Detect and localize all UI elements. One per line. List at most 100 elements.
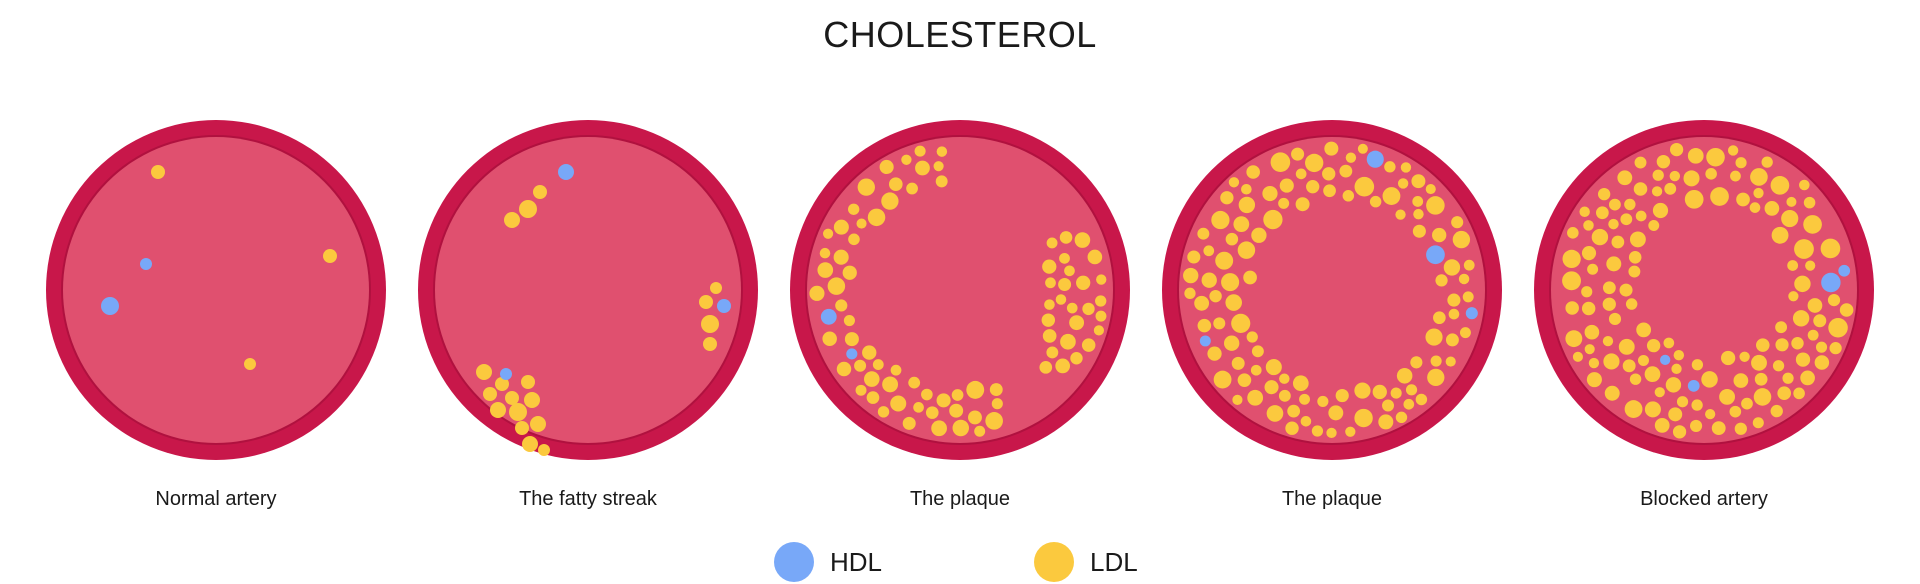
ldl-particle <box>1761 156 1773 168</box>
ldl-particle <box>1635 210 1647 222</box>
ldl-particle <box>1654 418 1670 433</box>
ldl-particle <box>1739 351 1750 362</box>
ldl-particle <box>1055 294 1067 305</box>
ldl-particle <box>1425 184 1436 195</box>
artery-cross-section <box>1534 120 1874 460</box>
ldl-particle <box>1619 283 1633 297</box>
ldl-particle <box>1665 377 1682 393</box>
ldl-particle <box>1397 178 1409 189</box>
ldl-particle <box>1201 272 1217 288</box>
ldl-particle <box>901 154 912 165</box>
ldl-particle <box>1203 245 1215 257</box>
ldl-particle <box>519 200 537 218</box>
ldl-particle <box>1064 265 1075 277</box>
ldl-particle <box>906 182 918 195</box>
ldl-particle <box>935 175 948 188</box>
ldl-particle <box>879 159 894 175</box>
ldl-particle <box>1213 370 1232 389</box>
ldl-particle <box>1069 315 1085 331</box>
ldl-particle <box>925 406 939 419</box>
ldl-particle <box>1095 310 1107 322</box>
artery-cross-section <box>46 120 386 460</box>
ldl-particle <box>1458 273 1470 285</box>
legend-ldl: LDL <box>1034 542 1138 582</box>
ldl-particle <box>1720 350 1736 366</box>
ldl-particle <box>1427 368 1445 387</box>
ldl-particle <box>1803 196 1816 209</box>
ldl-particle <box>1279 178 1294 193</box>
ldl-particle <box>323 249 337 263</box>
ldl-particle <box>1805 260 1816 271</box>
artery-lumen <box>63 137 369 443</box>
ldl-particle <box>1324 141 1339 156</box>
ldl-particle <box>1046 237 1058 249</box>
ldl-particle <box>1706 147 1725 167</box>
ldl-particle <box>1445 333 1459 347</box>
ldl-particle <box>1462 291 1474 303</box>
ldl-particle <box>991 398 1003 410</box>
hdl-particle <box>846 348 858 360</box>
ldl-particle <box>888 177 903 192</box>
ldl-particle <box>1729 405 1742 418</box>
ldl-particle <box>1652 202 1669 219</box>
ldl-particle <box>1788 291 1799 302</box>
ldl-particle <box>1815 341 1828 353</box>
ldl-particle <box>1070 352 1083 365</box>
ldl-particle <box>1581 246 1597 261</box>
ldl-particle <box>1221 273 1240 292</box>
ldl-particle <box>1750 168 1768 186</box>
ldl-particle <box>1247 389 1264 406</box>
ldl-particle <box>1445 356 1456 367</box>
ldl-particle <box>1278 389 1291 402</box>
ldl-particle <box>1562 249 1581 269</box>
ldl-particle <box>1756 338 1770 352</box>
ldl-particle <box>1671 363 1682 374</box>
ldl-particle <box>1246 331 1258 343</box>
ldl-particle <box>1058 278 1072 291</box>
ldl-particle <box>1624 400 1643 418</box>
ldl-particle <box>1622 359 1636 373</box>
ldl-particle <box>1213 317 1226 330</box>
ldl-particle <box>1800 370 1815 386</box>
hdl-particle <box>717 299 731 313</box>
ldl-particle <box>710 282 722 294</box>
ldl-particle <box>1794 275 1811 293</box>
stage-label-plaque-advanced: The plaque <box>1281 488 1383 510</box>
ldl-particle <box>952 419 970 437</box>
ldl-particle <box>949 403 964 418</box>
ldl-particle <box>1629 373 1642 385</box>
ldl-particle <box>244 358 256 370</box>
ldl-particle <box>915 160 930 176</box>
ldl-particle <box>522 436 538 452</box>
ldl-particle <box>1633 182 1648 196</box>
legend-ldl-label: LDL <box>1090 546 1138 577</box>
ldl-particle <box>1781 209 1799 228</box>
ldl-particle <box>1410 356 1423 369</box>
ldl-particle <box>1403 398 1415 410</box>
ldl-particle <box>1606 256 1622 272</box>
ldl-particle <box>1624 198 1636 211</box>
ldl-particle <box>1791 337 1804 350</box>
ldl-particle <box>1775 338 1789 352</box>
ldl-particle <box>1565 301 1579 315</box>
ldl-particle <box>1611 235 1625 249</box>
ldl-particle <box>985 412 1003 430</box>
ldl-particle <box>902 416 916 430</box>
ldl-particle <box>703 337 717 351</box>
ldl-particle <box>1311 425 1324 437</box>
hdl-particle <box>101 297 119 315</box>
ldl-particle <box>1095 295 1107 307</box>
ldl-particle <box>1581 301 1596 316</box>
ldl-particle <box>1775 321 1788 334</box>
hdl-swatch-icon <box>774 542 814 582</box>
ldl-particle <box>1044 299 1055 310</box>
ldl-particle <box>1265 359 1282 376</box>
ldl-particle <box>1648 220 1660 231</box>
ldl-particle <box>1588 357 1600 369</box>
stage-label-normal-artery: Normal artery <box>155 488 277 510</box>
ldl-particle <box>1382 187 1401 205</box>
ldl-particle <box>1042 259 1057 274</box>
ldl-particle <box>936 393 951 408</box>
ldl-particle <box>1727 145 1739 156</box>
ldl-particle <box>908 376 921 389</box>
